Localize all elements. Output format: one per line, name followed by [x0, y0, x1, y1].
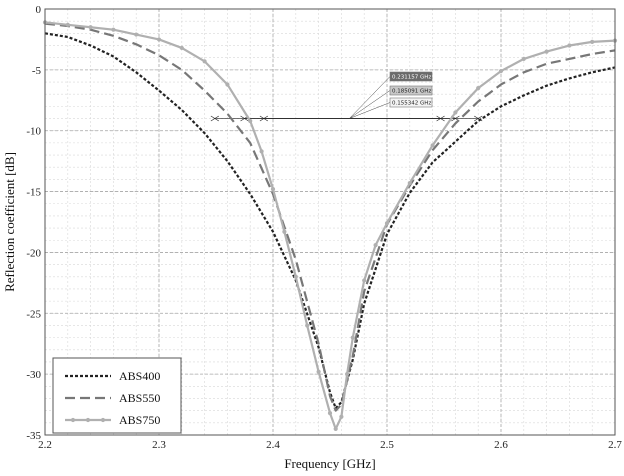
y-axis-ticks: 0 -5 -10 -15 -20 -25 -30 -35 [26, 4, 41, 442]
x-tick-label: 2.5 [380, 439, 394, 451]
plot-frame [44, 8, 616, 436]
series-point-ABS750 [259, 149, 264, 154]
series-point-ABS750 [384, 221, 390, 226]
series-line-ABS750 [44, 21, 616, 431]
annotation-label: 0.231157 GHz [392, 75, 431, 81]
y-tick-label: -5 [32, 65, 42, 77]
legend-swatch-point [85, 417, 91, 423]
series-point-ABS750 [316, 369, 321, 374]
series-point-ABS750 [293, 274, 298, 279]
x-axis-title: Frequency [GHz] [284, 456, 375, 471]
series-point-ABS750 [270, 187, 276, 192]
series-line-ABS550 [44, 22, 616, 412]
y-tick-label: -30 [26, 369, 41, 381]
y-tick-label: 0 [36, 4, 42, 16]
series-point-ABS750 [498, 68, 504, 74]
series-point-ABS750 [202, 59, 207, 64]
series-point-ABS750 [248, 118, 253, 124]
series-point-ABS750 [305, 323, 310, 328]
y-tick-label: -15 [26, 187, 41, 199]
legend-label-ABS750: ABS750 [119, 413, 160, 427]
series-point-ABS750 [590, 39, 595, 44]
y-tick-label: -25 [26, 308, 41, 320]
series-point-ABS750 [327, 410, 333, 416]
legend-label-ABS550: ABS550 [119, 391, 160, 405]
annotation-box [389, 85, 433, 96]
legend: ABS400 ABS550 ABS750 [52, 357, 182, 434]
series-point-ABS750 [339, 414, 344, 419]
x-tick-label: 2.7 [608, 439, 622, 451]
series-point-ABS750 [282, 229, 287, 234]
annotation-leader-line [349, 90, 391, 119]
series-point-ABS750 [453, 110, 458, 115]
y-tick-label: -35 [26, 430, 41, 442]
legend-label-ABS400: ABS400 [119, 369, 160, 383]
x-tick-label: 2.3 [152, 439, 166, 451]
series-point-ABS750 [430, 143, 435, 148]
annotation-box [389, 97, 433, 108]
y-tick-label: -20 [26, 247, 41, 259]
y-tick-label: -10 [26, 126, 41, 138]
series-point-ABS750 [179, 45, 184, 51]
x-tick-label: 2.4 [266, 439, 280, 451]
series-layer [42, 20, 618, 432]
annotation-label: 0.155342 GHz [392, 101, 431, 107]
series-point-ABS750 [476, 86, 481, 91]
series-point-ABS750 [88, 25, 93, 30]
series-point-ABS750 [345, 372, 350, 377]
x-tick-label: 2.2 [38, 439, 52, 451]
annotation-arrow-marker [263, 115, 269, 122]
y-axis-title: Reflection coefficient [dB] [2, 152, 17, 292]
series-point-ABS750 [544, 49, 549, 54]
series-point-ABS750 [134, 32, 139, 37]
series-point-ABS750 [407, 180, 412, 186]
series-point-ABS750 [362, 278, 367, 283]
legend-swatch-point [70, 417, 76, 423]
series-point-ABS750 [65, 22, 70, 27]
series-point-ABS750 [156, 37, 162, 42]
series-point-ABS750 [333, 426, 338, 432]
annotation-box [389, 71, 433, 82]
legend-swatch-point [100, 417, 106, 423]
x-tick-label: 2.6 [494, 439, 508, 451]
annotation-label: 0.185091 GHz [392, 89, 431, 95]
series-point-ABS750 [373, 243, 378, 248]
series-point-ABS750 [225, 82, 230, 87]
series-point-ABS750 [521, 56, 526, 62]
series-point-ABS750 [350, 335, 355, 340]
annotation-leader-line [349, 102, 391, 119]
annotation-leader-line [349, 76, 391, 119]
annotation-arrow-marker [214, 115, 220, 122]
x-axis-ticks: 2.2 2.3 2.4 2.5 2.6 2.7 [38, 439, 622, 451]
series-point-ABS750 [567, 43, 572, 48]
annotation-arrow-marker [440, 115, 445, 122]
bandwidth-annotation-boxes: 0.231157 GHz 0.185091 GHz 0.155342 GHz [389, 71, 433, 108]
series-point-ABS750 [111, 27, 116, 32]
